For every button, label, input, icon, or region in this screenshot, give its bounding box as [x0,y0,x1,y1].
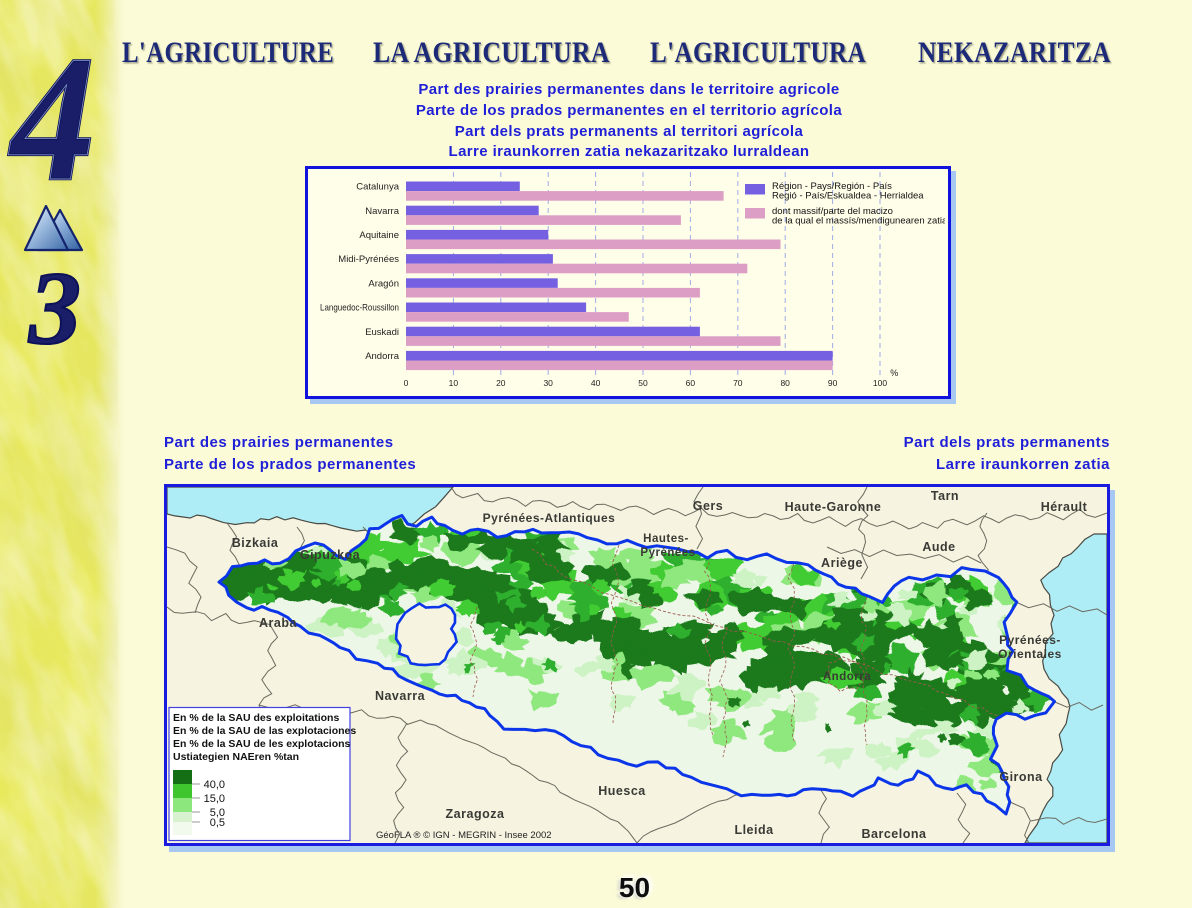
svg-text:Regió - País/Eskualdea - Herri: Regió - País/Eskualdea - Herrialdea [772,190,924,201]
svg-text:Navarra: Navarra [365,206,400,217]
svg-text:Pyrénées-Atlantiques: Pyrénées-Atlantiques [483,511,616,525]
svg-text:4: 4 [8,40,95,200]
svg-text:30: 30 [543,378,553,388]
svg-text:Euskadi: Euskadi [365,327,399,338]
svg-text:70: 70 [733,378,743,388]
svg-text:Aragón: Aragón [368,278,399,289]
svg-text:Andorra: Andorra [823,671,871,683]
svg-text:En % de la SAU des exploitatio: En % de la SAU des exploitations [173,712,339,724]
svg-text:80: 80 [780,378,790,388]
svg-text:60: 60 [686,378,696,388]
svg-text:Gipuzkoa: Gipuzkoa [300,548,361,562]
svg-text:Languedoc-Roussillon: Languedoc-Roussillon [320,303,399,314]
svg-text:15,0: 15,0 [204,793,225,805]
svg-text:Lleida: Lleida [734,823,774,837]
svg-text:Girona: Girona [999,770,1043,784]
svg-text:Zaragoza: Zaragoza [446,807,505,821]
svg-text:Navarra: Navarra [375,689,426,703]
svg-text:En % de la SAU de las explotac: En % de la SAU de las explotaciones [173,725,356,737]
svg-text:GéoFLA ® © IGN - MEGRIN - Inse: GéoFLA ® © IGN - MEGRIN - Insee 2002 [376,830,552,841]
svg-text:Hérault: Hérault [1041,500,1088,514]
svg-text:4: 4 [8,40,95,200]
svg-text:de la qual el massís/mendigune: de la qual el massís/mendigunearen zatia [772,216,945,227]
svg-text:Ariège: Ariège [821,556,863,570]
svg-text:100: 100 [873,378,887,388]
svg-text:Catalunya: Catalunya [356,182,399,193]
svg-text:Hautes-: Hautes- [643,533,689,545]
svg-text:Araba: Araba [259,616,297,630]
svg-text:Midi-Pyrénées: Midi-Pyrénées [338,254,399,265]
svg-text:Tarn: Tarn [931,489,959,503]
svg-text:Aude: Aude [922,540,955,554]
svg-text:20: 20 [496,378,506,388]
svg-text:Orientales: Orientales [998,647,1062,661]
svg-text:Barcelona: Barcelona [862,827,927,841]
svg-text:Huesca: Huesca [598,784,646,798]
svg-text:dont massif/parte del macizo: dont massif/parte del macizo [772,206,893,217]
svg-text:Ustiategien NAEren %tan: Ustiategien NAEren %tan [173,751,299,763]
svg-text:En % de la SAU de les explotac: En % de la SAU de les explotacions [173,738,351,750]
svg-text:0: 0 [404,378,409,388]
svg-text:10: 10 [449,378,459,388]
svg-text:40: 40 [591,378,601,388]
svg-text:90: 90 [828,378,838,388]
svg-text:Pyrénées: Pyrénées [640,547,695,559]
svg-text:0,5: 0,5 [210,817,225,829]
svg-text:3: 3 [28,251,81,360]
svg-text:%: % [890,368,898,378]
svg-text:Bizkaia: Bizkaia [232,536,279,550]
svg-text:Aquitaine: Aquitaine [359,230,399,241]
svg-text:40,0: 40,0 [204,779,225,791]
svg-text:50: 50 [638,378,648,388]
svg-text:Gers: Gers [693,499,724,513]
svg-text:5,0: 5,0 [210,807,225,819]
svg-text:Région - Pays/Región - País: Région - Pays/Región - País [772,181,892,192]
svg-text:Pyrénées-: Pyrénées- [999,633,1061,647]
svg-text:Andorra: Andorra [365,351,400,362]
svg-text:Haute-Garonne: Haute-Garonne [785,500,882,514]
